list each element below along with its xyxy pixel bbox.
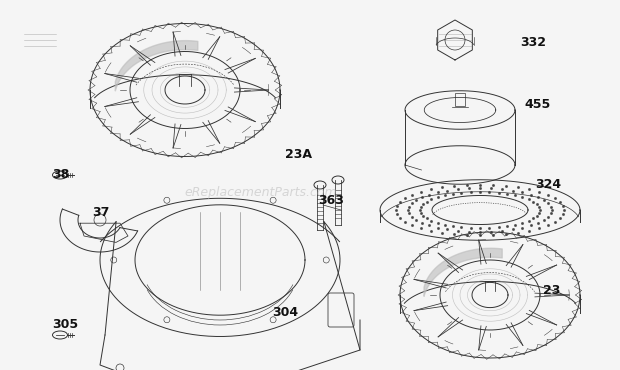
Text: 304: 304 xyxy=(272,306,298,319)
Text: 38: 38 xyxy=(52,168,69,182)
Text: 363: 363 xyxy=(318,194,344,206)
Bar xyxy=(455,92,465,106)
Text: 324: 324 xyxy=(535,178,561,192)
Text: 332: 332 xyxy=(520,36,546,48)
Text: 305: 305 xyxy=(52,319,78,332)
Text: 23A: 23A xyxy=(285,148,312,161)
Text: 455: 455 xyxy=(524,98,551,111)
Text: 37: 37 xyxy=(92,206,109,219)
Text: eReplacementParts.com: eReplacementParts.com xyxy=(184,186,337,199)
Text: 23: 23 xyxy=(543,283,560,296)
